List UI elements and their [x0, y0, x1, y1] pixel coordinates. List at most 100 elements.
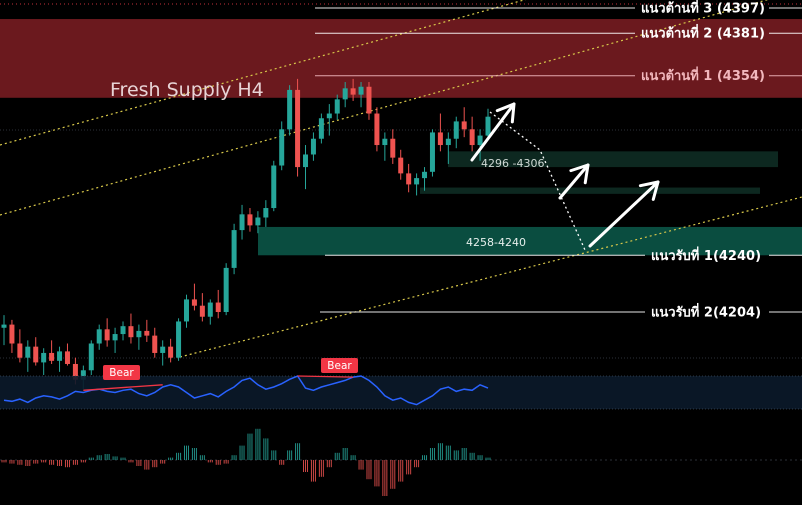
histogram-bar: [418, 460, 420, 468]
histogram-bar: [203, 455, 205, 460]
bear-signal-label: Bear: [327, 360, 352, 372]
rsi-band: [0, 376, 802, 409]
histogram-bar: [431, 448, 433, 460]
histogram-bar: [45, 460, 47, 463]
histogram-bar: [61, 460, 63, 466]
candle-body: [41, 352, 47, 363]
histogram-bar: [426, 455, 428, 460]
histogram-bar: [233, 455, 235, 460]
histogram-bar: [82, 460, 84, 463]
histogram-bar: [96, 455, 98, 460]
histogram-bar: [241, 445, 243, 460]
candle-body: [437, 132, 443, 146]
histogram-bar: [199, 455, 201, 460]
candle-body: [350, 88, 356, 95]
histogram-bar: [406, 460, 408, 475]
histogram-bar: [88, 457, 90, 460]
price-zones: [0, 19, 802, 256]
histogram-bar: [146, 460, 148, 470]
histogram-bar: [104, 454, 106, 460]
histogram-bar: [187, 445, 189, 460]
histogram-bar: [310, 460, 312, 482]
histogram-bar: [416, 460, 418, 468]
histogram-bar: [11, 460, 13, 464]
candle-body: [469, 129, 475, 146]
up-arrow-head-2: [569, 163, 590, 185]
candle-body: [485, 116, 491, 136]
histogram-bar: [215, 460, 217, 465]
histogram-bar: [191, 448, 193, 460]
histogram-bar: [334, 452, 336, 460]
histogram-bar: [273, 450, 275, 460]
candle-body: [191, 299, 197, 306]
histogram-bar: [362, 460, 364, 470]
histogram-bar: [122, 457, 124, 460]
level-label-5: แนวรับที่ 2(4204): [651, 303, 761, 321]
histogram-bar: [128, 460, 130, 463]
candle-body: [445, 138, 451, 146]
candle-body: [461, 121, 467, 130]
histogram-bar: [209, 460, 211, 463]
histogram-bar: [5, 460, 7, 463]
histogram-bar: [414, 460, 416, 468]
histogram-bar: [176, 452, 178, 460]
histogram-bar: [116, 456, 118, 460]
histogram-bar: [217, 460, 219, 465]
histogram-bar: [13, 460, 15, 464]
histogram-bar: [424, 455, 426, 460]
candle-body: [33, 346, 39, 363]
histogram-bar: [279, 460, 281, 465]
histogram-bar: [263, 438, 265, 460]
histogram-bar: [350, 455, 352, 460]
histogram-bar: [251, 433, 253, 460]
support-resistance-levels: แนวต้านที่ 3 (4397) แนวต้านที่ 2 (4381) แน…: [315, 0, 802, 321]
histogram-bar: [447, 445, 449, 460]
candle-body: [223, 267, 229, 312]
histogram-bar: [489, 457, 491, 460]
histogram-bar: [27, 460, 29, 466]
candle-body: [334, 99, 340, 114]
histogram-bar: [376, 460, 378, 487]
bear-signal-2: Bear: [321, 358, 358, 373]
histogram-bar: [378, 460, 380, 487]
histogram-bar: [29, 460, 31, 466]
bear-signal-1: Bear: [103, 365, 140, 380]
histogram-bar: [3, 460, 5, 463]
candle-body: [398, 157, 404, 174]
histogram-bar: [320, 460, 322, 477]
histogram-bar: [112, 456, 114, 460]
histogram-bar: [463, 448, 465, 460]
histogram-bar: [366, 460, 368, 480]
histogram-bar: [441, 443, 443, 460]
histogram-bar: [154, 460, 156, 468]
candle-body: [453, 121, 459, 139]
histogram-bar: [33, 460, 35, 464]
candle-body: [390, 138, 396, 158]
up-arrow-head-3: [638, 180, 660, 201]
histogram-bar: [445, 445, 447, 460]
histogram-bar: [473, 452, 475, 460]
candle-body: [168, 346, 174, 358]
histogram-bar: [21, 460, 23, 465]
candle-body: [279, 129, 285, 166]
histogram-bar: [59, 460, 61, 466]
histogram-bar: [297, 443, 299, 460]
level-label-4: แนวรับที่ 1(4240): [651, 246, 761, 264]
histogram-bar: [51, 460, 53, 465]
bear-signal-label: Bear: [109, 367, 134, 379]
candle-body: [406, 173, 412, 185]
histogram-bar: [461, 448, 463, 460]
histogram-bar: [374, 460, 376, 487]
zone-4258-4240: [258, 226, 802, 256]
candle-body: [263, 208, 269, 218]
histogram-bar: [249, 433, 251, 460]
histogram-bar: [211, 460, 213, 463]
histogram-bar: [138, 460, 140, 466]
histogram-bar: [201, 455, 203, 460]
histogram-bar: [225, 460, 227, 464]
histogram-bar: [156, 460, 158, 468]
histogram-bar: [485, 457, 487, 460]
histogram-bar: [120, 457, 122, 460]
candle-body: [136, 330, 142, 338]
candle-body: [25, 346, 31, 358]
